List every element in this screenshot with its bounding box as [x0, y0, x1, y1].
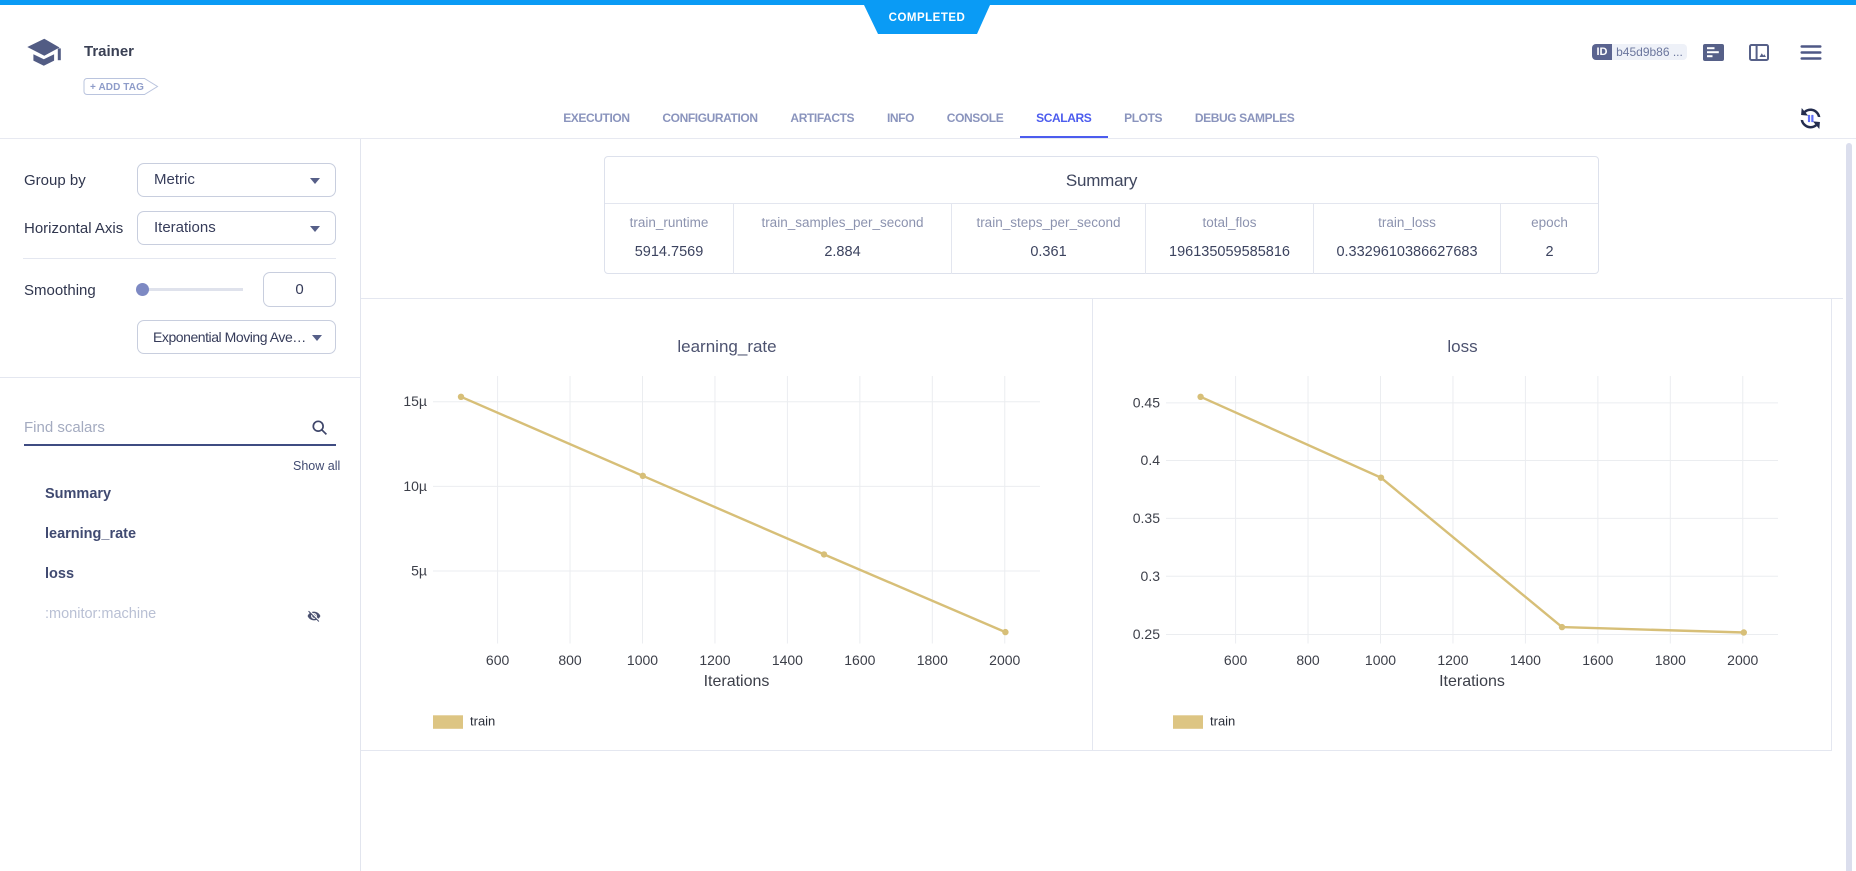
svg-text:Iterations: Iterations — [704, 673, 770, 690]
svg-text:loss: loss — [1447, 337, 1477, 356]
svg-text:1400: 1400 — [772, 652, 803, 668]
svg-text:0.25: 0.25 — [1133, 626, 1160, 642]
svg-text:learning_rate: learning_rate — [677, 337, 776, 356]
svg-text:10µ: 10µ — [403, 478, 427, 494]
svg-text:Iterations: Iterations — [1439, 673, 1505, 690]
svg-text:0.4: 0.4 — [1141, 452, 1161, 468]
svg-text:1000: 1000 — [627, 652, 658, 668]
svg-text:15µ: 15µ — [403, 393, 427, 409]
svg-text:0.35: 0.35 — [1133, 510, 1160, 526]
svg-text:600: 600 — [486, 652, 510, 668]
svg-text:800: 800 — [1296, 652, 1320, 668]
svg-text:0.45: 0.45 — [1133, 394, 1160, 410]
svg-text:1200: 1200 — [699, 652, 730, 668]
svg-text:train: train — [470, 714, 495, 729]
svg-text:1600: 1600 — [1582, 652, 1613, 668]
svg-text:1800: 1800 — [917, 652, 948, 668]
svg-text:1200: 1200 — [1437, 652, 1468, 668]
svg-text:0.3: 0.3 — [1141, 568, 1161, 584]
svg-text:5µ: 5µ — [411, 563, 427, 579]
svg-text:2000: 2000 — [989, 652, 1020, 668]
svg-text:1400: 1400 — [1510, 652, 1541, 668]
svg-text:600: 600 — [1224, 652, 1248, 668]
svg-text:1800: 1800 — [1655, 652, 1686, 668]
svg-text:1000: 1000 — [1365, 652, 1396, 668]
svg-text:800: 800 — [558, 652, 582, 668]
svg-text:1600: 1600 — [844, 652, 875, 668]
svg-text:+ ADD TAG: + ADD TAG — [90, 82, 144, 93]
svg-text:2000: 2000 — [1727, 652, 1758, 668]
svg-text:train: train — [1210, 714, 1235, 729]
